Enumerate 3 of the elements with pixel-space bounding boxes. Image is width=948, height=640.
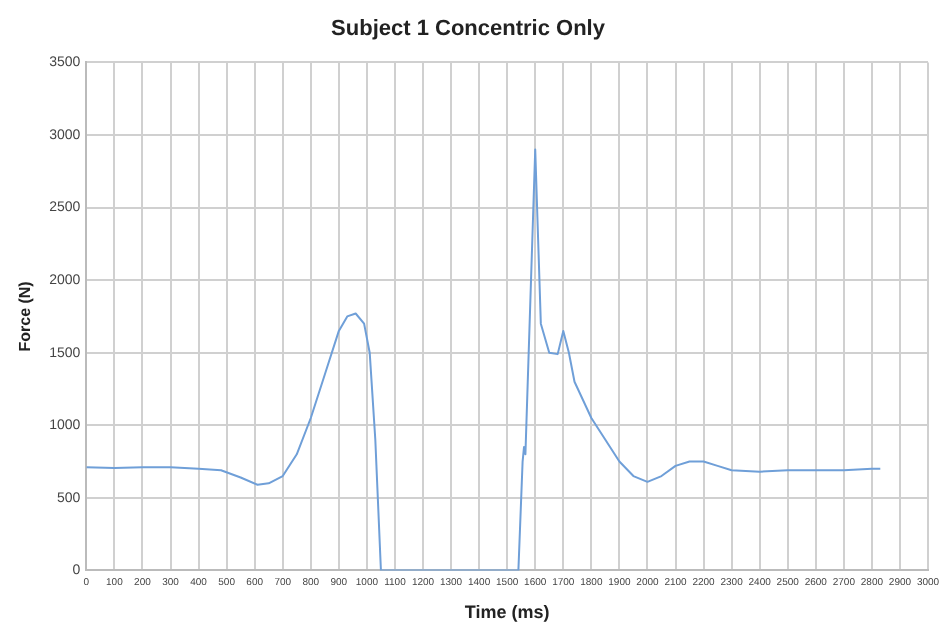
- chart-title: Subject 1 Concentric Only: [331, 17, 607, 42]
- y-axis-title: Force (N): [16, 280, 35, 352]
- x-axis-title: Time (ms): [464, 602, 550, 623]
